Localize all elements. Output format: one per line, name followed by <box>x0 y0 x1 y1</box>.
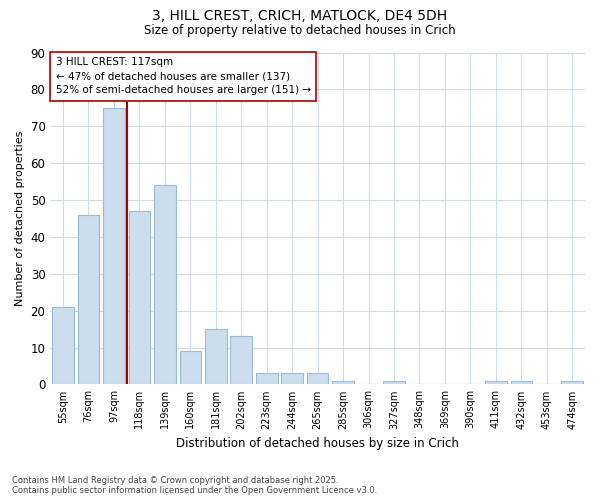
Y-axis label: Number of detached properties: Number of detached properties <box>15 131 25 306</box>
Bar <box>511 380 532 384</box>
Bar <box>179 351 201 384</box>
Bar <box>562 380 583 384</box>
Bar <box>230 336 252 384</box>
Bar <box>52 307 74 384</box>
Bar <box>205 329 227 384</box>
Text: Size of property relative to detached houses in Crich: Size of property relative to detached ho… <box>144 24 456 37</box>
Bar <box>103 108 125 384</box>
Bar <box>281 374 303 384</box>
Bar <box>154 186 176 384</box>
Bar <box>307 374 328 384</box>
Bar <box>485 380 507 384</box>
Bar <box>332 380 354 384</box>
Text: 3, HILL CREST, CRICH, MATLOCK, DE4 5DH: 3, HILL CREST, CRICH, MATLOCK, DE4 5DH <box>152 9 448 23</box>
X-axis label: Distribution of detached houses by size in Crich: Distribution of detached houses by size … <box>176 437 459 450</box>
Bar <box>256 374 278 384</box>
Bar <box>128 211 150 384</box>
Text: 3 HILL CREST: 117sqm
← 47% of detached houses are smaller (137)
52% of semi-deta: 3 HILL CREST: 117sqm ← 47% of detached h… <box>56 58 311 96</box>
Text: Contains HM Land Registry data © Crown copyright and database right 2025.
Contai: Contains HM Land Registry data © Crown c… <box>12 476 377 495</box>
Bar <box>77 215 100 384</box>
Bar <box>383 380 405 384</box>
